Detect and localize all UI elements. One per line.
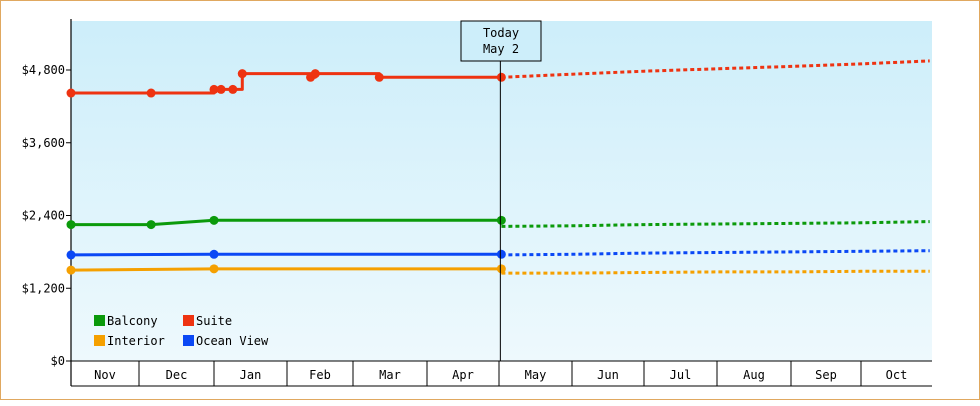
x-tick-label: Oct — [886, 368, 908, 382]
series-interior — [66, 264, 930, 275]
legend-swatch — [94, 315, 105, 326]
forecast-line — [501, 220, 930, 228]
x-tick-label: Jul — [670, 368, 692, 382]
data-point[interactable] — [209, 249, 219, 259]
legend-item-suite[interactable]: Suite — [183, 314, 232, 328]
data-point[interactable] — [146, 88, 156, 98]
data-point[interactable] — [216, 84, 226, 94]
data-point[interactable] — [66, 250, 76, 260]
data-point[interactable] — [66, 220, 76, 230]
y-tick-label: $0 — [51, 354, 65, 368]
y-tick-label: $3,600 — [22, 136, 65, 150]
x-tick-label: Aug — [743, 368, 765, 382]
series-balcony — [66, 215, 930, 230]
forecast-line — [501, 249, 930, 257]
x-tick-label: May — [525, 368, 547, 382]
legend-item-interior[interactable]: Interior — [94, 334, 165, 348]
today-box — [460, 20, 542, 62]
y-tick-label: $2,400 — [22, 209, 65, 223]
data-point[interactable] — [496, 72, 506, 82]
legend-swatch — [183, 315, 194, 326]
x-tick-label: Mar — [379, 368, 401, 382]
legend-label: Balcony — [107, 314, 158, 328]
x-tick-label: Feb — [309, 368, 331, 382]
data-point[interactable] — [496, 249, 506, 259]
data-point[interactable] — [66, 88, 76, 98]
legend-label: Interior — [107, 334, 165, 348]
legend-item-balcony[interactable]: Balcony — [94, 314, 158, 328]
data-point[interactable] — [374, 72, 384, 82]
data-point[interactable] — [496, 264, 506, 274]
data-point[interactable] — [496, 215, 506, 225]
x-tick-label: Jan — [240, 368, 262, 382]
data-point[interactable] — [228, 84, 238, 94]
x-tick-label: Sep — [815, 368, 837, 382]
data-point[interactable] — [209, 84, 219, 94]
history-line — [71, 218, 502, 227]
forecast-line — [501, 59, 930, 79]
x-tick-label: Dec — [166, 368, 188, 382]
legend-swatch — [183, 335, 194, 346]
series-suite — [66, 59, 930, 98]
data-point[interactable] — [237, 69, 247, 79]
legend-item-ocean-view[interactable]: Ocean View — [183, 334, 269, 348]
data-point[interactable] — [66, 265, 76, 275]
x-tick-label: Nov — [94, 368, 116, 382]
x-tick-label: Apr — [452, 368, 474, 382]
plot-background — [71, 21, 932, 361]
y-tick-label: $1,200 — [22, 281, 65, 295]
history-line — [70, 267, 502, 272]
data-point[interactable] — [209, 264, 219, 274]
today-label: Today — [483, 26, 519, 40]
legend-label: Ocean View — [196, 334, 269, 348]
today-label: May 2 — [483, 42, 519, 56]
series-ocean-view — [66, 249, 930, 260]
x-tick-label: Jun — [597, 368, 619, 382]
legend-swatch — [94, 335, 105, 346]
data-point[interactable] — [310, 69, 320, 79]
history-line — [70, 252, 502, 257]
data-point[interactable] — [209, 215, 219, 225]
forecast-line — [501, 269, 930, 275]
data-point[interactable] — [146, 220, 156, 230]
y-tick-label: $4,800 — [22, 63, 65, 77]
legend-label: Suite — [196, 314, 232, 328]
